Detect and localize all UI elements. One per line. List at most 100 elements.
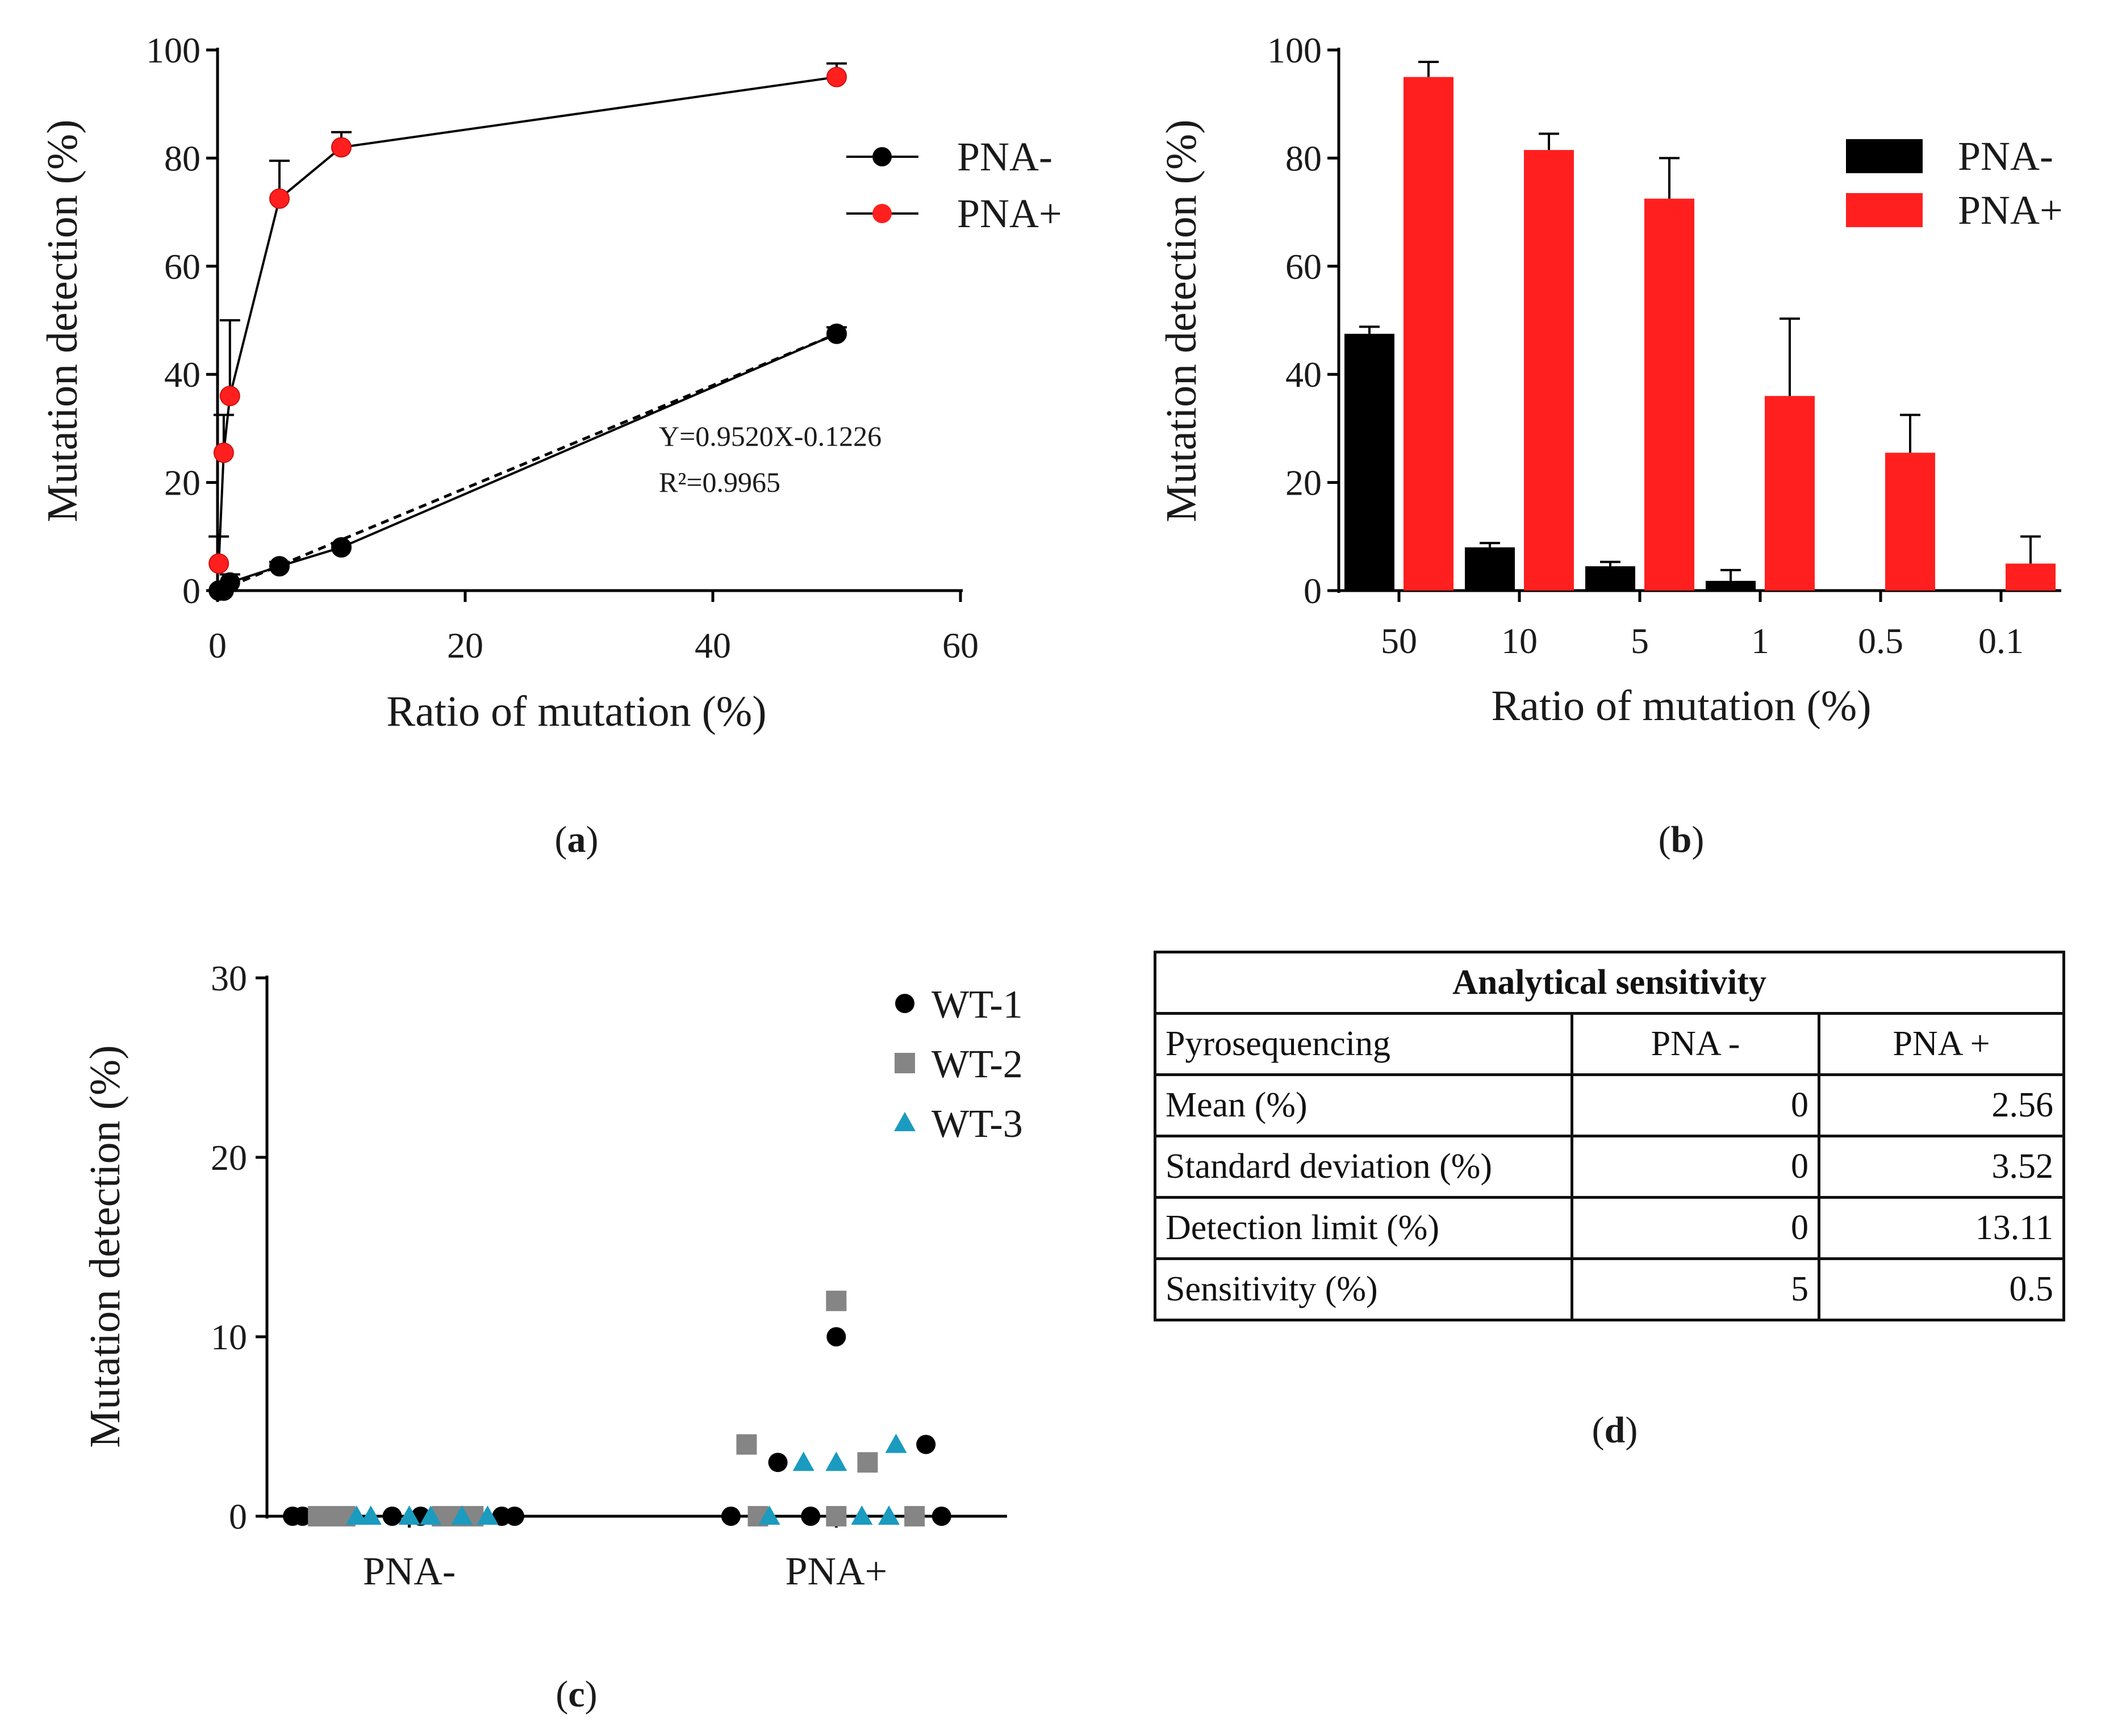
panel-label: (b) xyxy=(1659,819,1705,860)
c-y-axis-title: Mutation detection (%) xyxy=(81,1045,129,1448)
c-x-tick-label: PNA- xyxy=(363,1550,456,1593)
c-point-wt2 xyxy=(857,1452,878,1473)
c-point-wt1 xyxy=(768,1453,788,1473)
c-point-wt3 xyxy=(360,1505,382,1525)
analytical-sensitivity-table: Analytical sensitivity Pyrosequencing PN… xyxy=(1154,951,2065,1321)
c-point-wt2 xyxy=(826,1506,847,1526)
table-title-row: Analytical sensitivity xyxy=(1154,951,2065,1015)
table-header-cell: PNA - xyxy=(1570,1012,1820,1076)
c-point-wt1 xyxy=(382,1507,402,1526)
c-legend-label: WT-2 xyxy=(932,1043,1023,1086)
a-pna-plus-point xyxy=(269,188,290,209)
c-point-wt1 xyxy=(801,1507,821,1526)
c-point-wt1 xyxy=(505,1507,525,1526)
b-x-tick-label: 1 xyxy=(1751,621,1769,661)
a-pna-minus-point xyxy=(269,556,290,577)
a-legend-label: PNA+ xyxy=(957,191,1062,236)
panel-label: (d) xyxy=(1592,1409,1638,1451)
c-point-wt3 xyxy=(451,1505,473,1525)
a-x-tick-label: 60 xyxy=(942,625,979,666)
b-bar-pna-plus xyxy=(1765,396,1815,591)
c-point-wt3 xyxy=(825,1451,847,1471)
b-x-axis-title: Ratio of mutation (%) xyxy=(1491,682,1871,730)
c-point-wt1 xyxy=(293,1507,312,1526)
a-y-axis-title: Mutation detection (%) xyxy=(39,119,86,522)
a-x-tick-label: 40 xyxy=(695,625,731,666)
table-cell: 0.5 xyxy=(1818,1257,2065,1321)
table-title: Analytical sensitivity xyxy=(1154,951,2065,1015)
b-bar-pna-plus xyxy=(1644,198,1694,591)
table-cell: 13.11 xyxy=(1818,1196,2065,1260)
a-y-tick-label: 20 xyxy=(164,463,201,503)
c-point-wt3 xyxy=(477,1505,499,1525)
a-legend-marker xyxy=(872,204,892,223)
table-row: Standard deviation (%) 0 3.52 xyxy=(1154,1135,2065,1199)
a-x-tick-label: 0 xyxy=(208,625,227,666)
a-pna-plus-point xyxy=(219,386,240,407)
a-legend-label: PNA- xyxy=(957,134,1052,179)
a-pna-minus-point xyxy=(331,537,352,558)
c-y-tick-label: 30 xyxy=(211,958,247,998)
a-y-tick-label: 60 xyxy=(164,246,201,287)
table-header-cell: Pyrosequencing xyxy=(1154,1012,1573,1076)
table-cell: 3.52 xyxy=(1818,1135,2065,1199)
b-y-tick-label: 0 xyxy=(1304,571,1322,611)
c-point-wt1 xyxy=(916,1434,936,1454)
c-y-tick-label: 20 xyxy=(211,1137,247,1178)
c-legend-marker xyxy=(895,1053,915,1073)
b-x-tick-label: 0.5 xyxy=(1858,621,1903,661)
a-y-tick-label: 40 xyxy=(164,354,201,395)
a-y-tick-label: 100 xyxy=(146,30,201,70)
b-x-tick-label: 5 xyxy=(1631,621,1649,661)
c-legend-label: WT-1 xyxy=(932,983,1023,1027)
c-y-tick-label: 10 xyxy=(211,1317,247,1357)
b-y-tick-label: 20 xyxy=(1285,463,1322,503)
b-bar-pna-minus xyxy=(1585,566,1635,591)
table-cell: Sensitivity (%) xyxy=(1154,1257,1573,1321)
table-header-cell: PNA + xyxy=(1818,1012,2065,1076)
table-row: Mean (%) 0 2.56 xyxy=(1154,1073,2065,1137)
c-legend-marker xyxy=(895,994,914,1013)
c-point-wt1 xyxy=(721,1507,741,1526)
table-cell: Standard deviation (%) xyxy=(1154,1135,1573,1199)
b-bar-pna-minus xyxy=(1706,580,1756,591)
c-point-wt1 xyxy=(932,1507,951,1526)
table-cell: 2.56 xyxy=(1818,1073,2065,1137)
b-bar-pna-minus xyxy=(1465,547,1515,591)
a-x-tick-label: 20 xyxy=(447,625,483,666)
b-y-tick-label: 60 xyxy=(1285,246,1322,287)
c-legend-label: WT-3 xyxy=(932,1102,1023,1146)
b-bar-pna-plus xyxy=(1885,453,1935,591)
a-pna-plus-point xyxy=(213,442,234,463)
a-pna-minus-point xyxy=(826,323,847,344)
b-bar-pna-plus xyxy=(2006,563,2056,591)
a-pna-minus-point xyxy=(219,572,240,593)
a-x-axis-title: Ratio of mutation (%) xyxy=(386,688,766,735)
c-point-wt3 xyxy=(878,1505,900,1525)
b-y-tick-label: 40 xyxy=(1285,354,1322,395)
b-bar-pna-plus xyxy=(1524,150,1574,591)
table-cell: 0 xyxy=(1570,1073,1820,1137)
table-cell: 5 xyxy=(1570,1257,1820,1321)
c-legend-marker xyxy=(894,1112,916,1131)
c-point-wt2 xyxy=(736,1434,757,1455)
b-bar-pna-minus xyxy=(1344,333,1394,591)
b-x-tick-label: 10 xyxy=(1501,621,1538,661)
a-fit-r-squared: R²=0.9965 xyxy=(659,466,780,498)
table-cell: Mean (%) xyxy=(1154,1073,1573,1137)
b-y-axis-title: Mutation detection (%) xyxy=(1158,119,1205,522)
c-point-wt2 xyxy=(904,1506,925,1526)
b-legend-swatch xyxy=(1846,139,1923,173)
b-bar-pna-plus xyxy=(1404,77,1453,591)
b-x-tick-label: 50 xyxy=(1381,621,1417,661)
a-pna-plus-point xyxy=(826,66,847,87)
c-point-wt3 xyxy=(345,1505,367,1525)
c-point-wt1 xyxy=(826,1327,846,1346)
c-point-wt3 xyxy=(398,1505,420,1525)
c-point-wt2 xyxy=(826,1290,847,1311)
panel-label: (c) xyxy=(555,1674,597,1715)
a-pna-plus-point xyxy=(331,137,352,158)
table-header-row: Pyrosequencing PNA - PNA + xyxy=(1154,1012,2065,1076)
panel-label: (a) xyxy=(555,819,599,860)
